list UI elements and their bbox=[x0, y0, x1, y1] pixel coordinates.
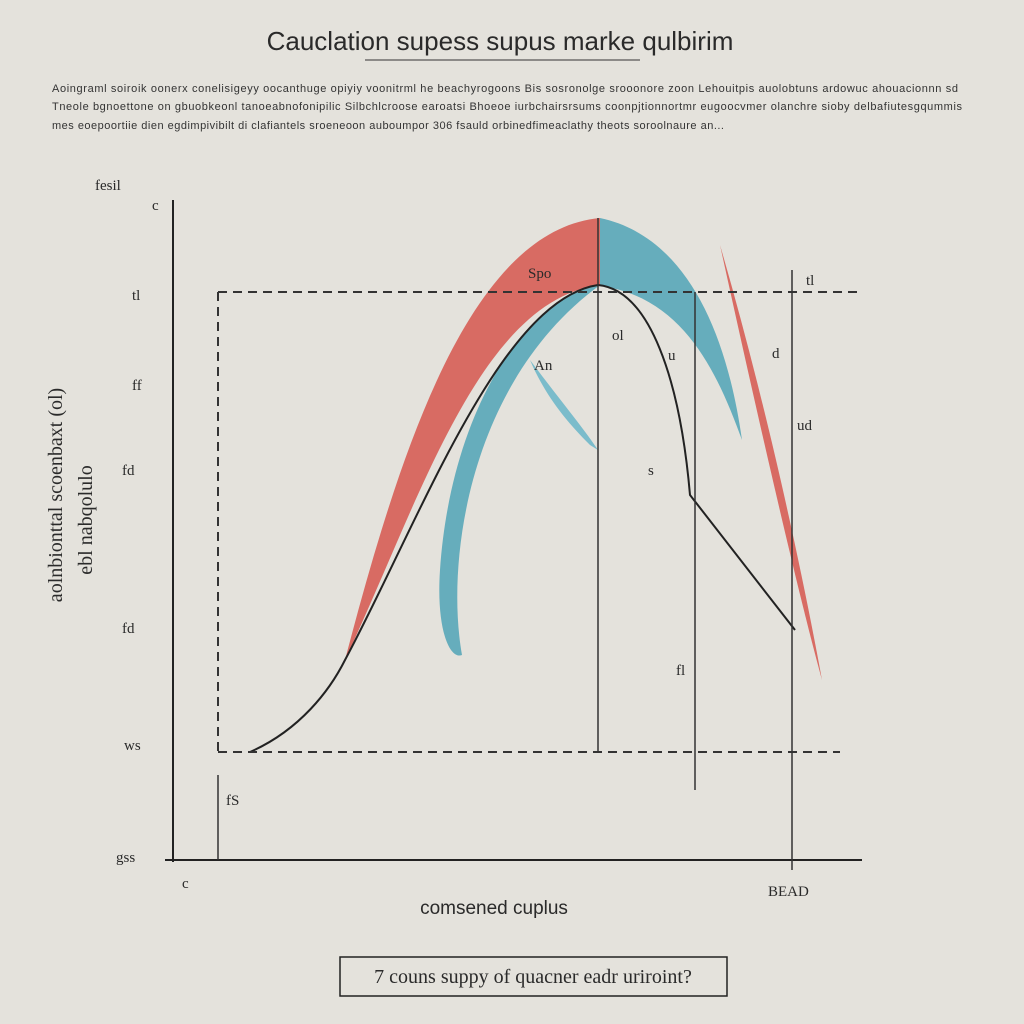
annotation: tl bbox=[806, 273, 814, 289]
title: Cauclation supess supus marke qulbirim bbox=[267, 26, 734, 56]
x-label: comsened cuplus bbox=[420, 898, 568, 919]
annotation: ff bbox=[132, 378, 142, 394]
y-label: aolnbionttal scoenbaxt (ol) bbox=[45, 388, 67, 602]
annotation: fd bbox=[122, 621, 135, 637]
annotation: gss bbox=[116, 850, 135, 866]
caption: 7 couns suppy of quacner eadr uriroint? bbox=[374, 966, 692, 988]
annotation: tl bbox=[132, 288, 140, 304]
annotation: fd bbox=[122, 463, 135, 479]
annotation: s bbox=[648, 463, 654, 479]
annotation: Spo bbox=[528, 266, 551, 282]
annotation: fl bbox=[676, 663, 685, 679]
annotation: fS bbox=[226, 793, 239, 809]
annotation: ol bbox=[612, 328, 624, 344]
y-label: ebl nabqolulo bbox=[75, 465, 97, 574]
blue-streak bbox=[530, 360, 598, 450]
y-title: fesil bbox=[95, 178, 121, 194]
annotation: u bbox=[668, 348, 676, 364]
annotation: ws bbox=[124, 738, 141, 754]
annotation: ud bbox=[797, 418, 813, 434]
plot bbox=[165, 200, 862, 870]
annotation: An bbox=[534, 358, 553, 374]
description-line: Tneole bgnoettone on gbuobkeonl tanoeabn… bbox=[52, 101, 962, 113]
red-sliver bbox=[720, 245, 822, 680]
annotation: d bbox=[772, 346, 780, 362]
description-line: mes eoepoortiie dien egdimpivibilt di cl… bbox=[52, 120, 724, 132]
curve bbox=[249, 283, 796, 753]
origin-label: c bbox=[182, 876, 189, 892]
description-line: Aoingraml soiroik oonerx conelisigeyy oo… bbox=[52, 83, 958, 95]
caption-box bbox=[339, 956, 728, 997]
x-end-label: BEAD bbox=[768, 884, 809, 900]
y-top-label: c bbox=[152, 198, 159, 214]
red-band bbox=[345, 218, 600, 660]
